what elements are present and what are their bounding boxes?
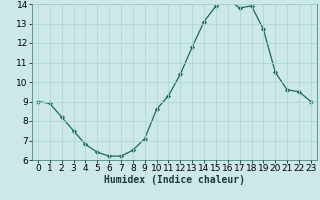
X-axis label: Humidex (Indice chaleur): Humidex (Indice chaleur) (104, 175, 245, 185)
